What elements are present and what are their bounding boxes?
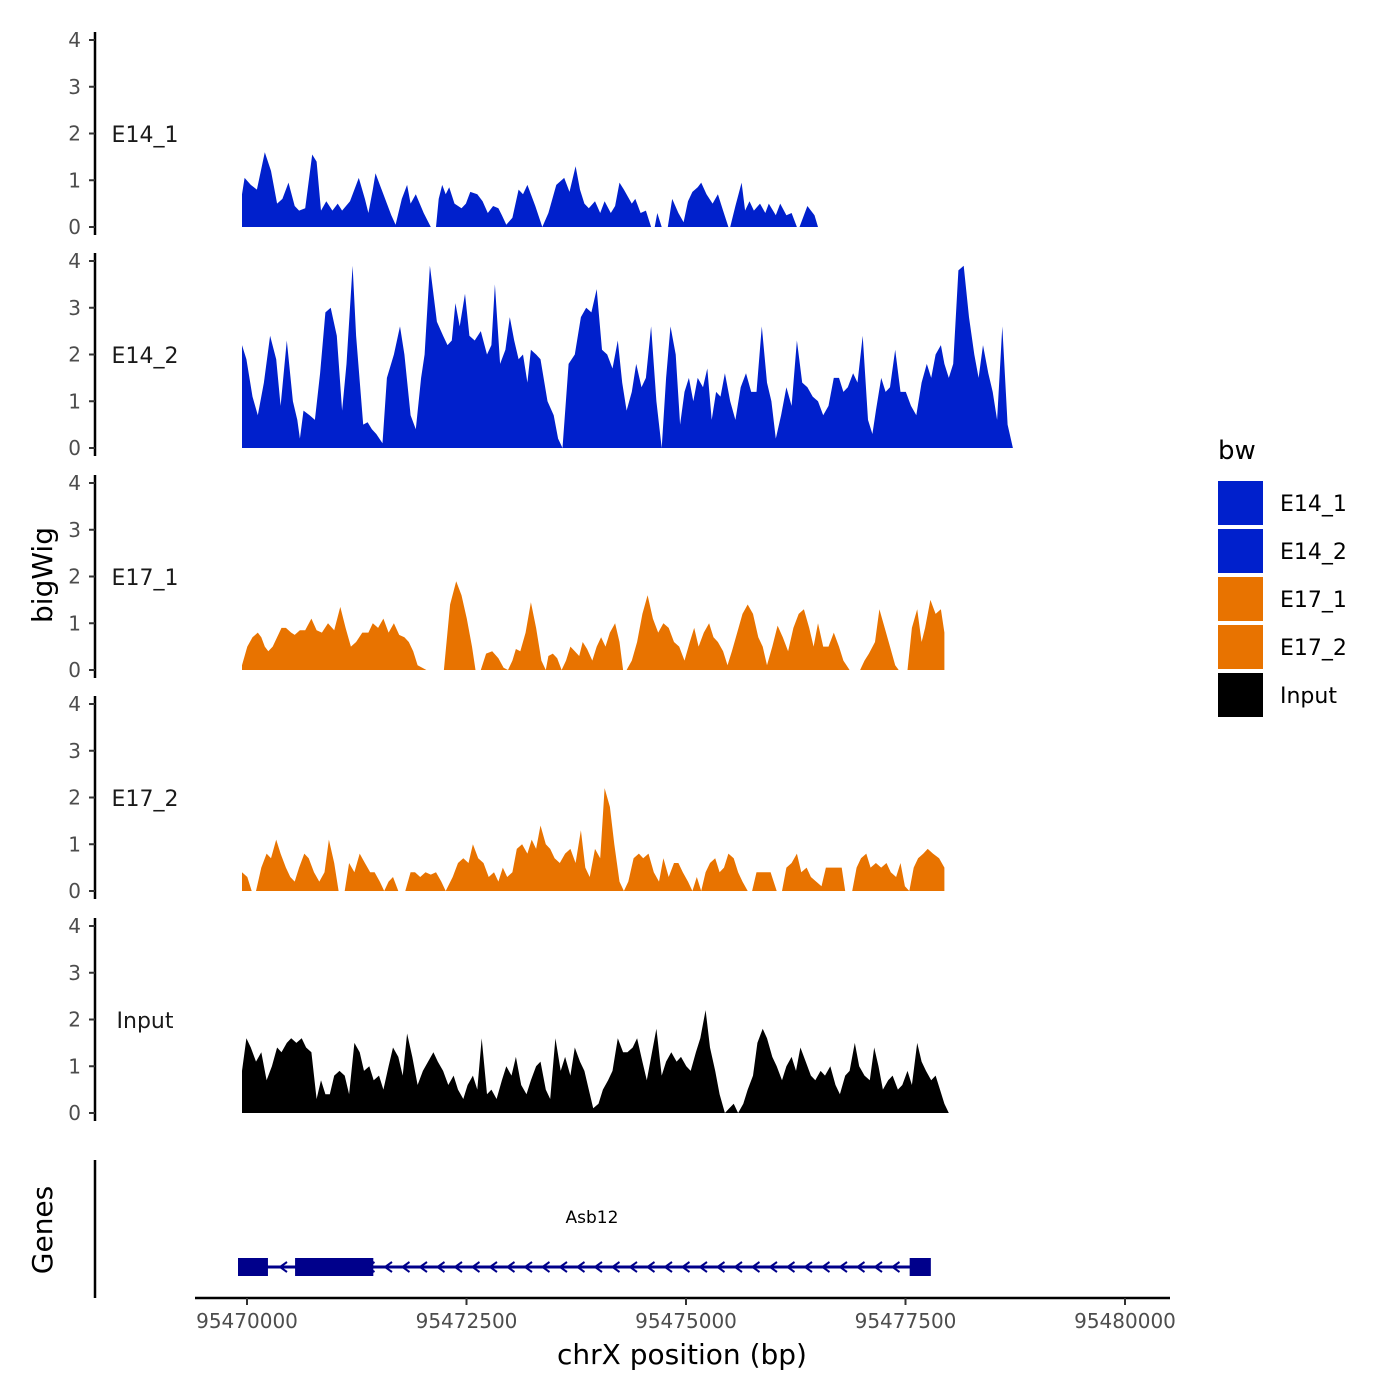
y-tick-label: 1 bbox=[68, 389, 81, 413]
genes-track: Asb12 bbox=[93, 1160, 931, 1298]
strand-arrow bbox=[453, 1261, 463, 1273]
strand-arrow bbox=[680, 1261, 691, 1273]
y-tick-label: 2 bbox=[68, 786, 81, 810]
strand-arrow bbox=[855, 1261, 866, 1273]
y-tick-label: 0 bbox=[68, 436, 81, 460]
strand-arrow bbox=[610, 1261, 621, 1273]
legend-key-e14-2 bbox=[1218, 529, 1263, 573]
strand-arrow bbox=[768, 1261, 778, 1273]
gene-name-label: Asb12 bbox=[566, 1208, 619, 1228]
y-tick-label: 3 bbox=[68, 518, 81, 542]
coverage-area-e14-1 bbox=[242, 152, 824, 227]
strand-arrow bbox=[488, 1261, 498, 1273]
strand-arrow bbox=[663, 1261, 673, 1273]
track-e17-2: 0 1 2 3 4 E17_2 bbox=[68, 692, 945, 903]
y-tick-label: 3 bbox=[68, 739, 81, 763]
track-input: 0 1 2 3 4 Input bbox=[68, 914, 949, 1125]
y-tick-label: 3 bbox=[68, 75, 81, 99]
legend-key-e17-1 bbox=[1218, 577, 1263, 621]
y-tick-label: 0 bbox=[68, 658, 81, 682]
y-tick-label: 1 bbox=[68, 1054, 81, 1078]
strand-arrow bbox=[435, 1261, 446, 1273]
y-tick-label: 2 bbox=[68, 343, 81, 367]
y-tick-label: 1 bbox=[68, 611, 81, 635]
x-axis-title: chrX position (bp) bbox=[557, 1338, 807, 1371]
strand-arrow bbox=[540, 1261, 551, 1273]
x-axis: 95470000 95472500 95475000 95477500 95480000 bbox=[195, 1296, 1176, 1333]
strand-arrow bbox=[890, 1261, 901, 1273]
strand-arrow bbox=[733, 1261, 743, 1273]
track-label: Input bbox=[117, 1009, 174, 1034]
track-e14-1: 0 1 2 3 4 E14_1 bbox=[68, 28, 824, 239]
legend-title: bw bbox=[1218, 436, 1256, 466]
strand-arrow bbox=[838, 1261, 848, 1273]
y-axis-title: bigWig bbox=[26, 527, 59, 623]
strand-arrow bbox=[803, 1261, 813, 1273]
legend-label: E17_1 bbox=[1280, 588, 1347, 613]
x-tick-label: 95475000 bbox=[635, 1309, 737, 1333]
strand-arrow bbox=[820, 1261, 831, 1273]
x-tick-label: 95470000 bbox=[196, 1309, 298, 1333]
coverage-area-e17-2 bbox=[242, 788, 945, 891]
strand-arrow bbox=[628, 1261, 638, 1273]
strand-arrow bbox=[645, 1261, 656, 1273]
strand-arrow bbox=[873, 1261, 883, 1273]
x-tick-label: 95472500 bbox=[416, 1309, 518, 1333]
gene-exon bbox=[909, 1258, 931, 1276]
y-tick-label: 1 bbox=[68, 832, 81, 856]
legend-key-input bbox=[1218, 673, 1263, 717]
strand-arrow bbox=[523, 1261, 533, 1273]
y-tick-label: 4 bbox=[68, 471, 81, 495]
gene-exon bbox=[238, 1258, 268, 1276]
strand-arrow bbox=[715, 1261, 726, 1273]
strand-arrow bbox=[785, 1261, 796, 1273]
y-tick-label: 4 bbox=[68, 28, 81, 52]
y-tick-label: 4 bbox=[68, 249, 81, 273]
strand-arrow bbox=[505, 1261, 516, 1273]
strand-arrow bbox=[575, 1261, 586, 1273]
legend-key-e14-1 bbox=[1218, 481, 1263, 525]
x-tick-label: 95477500 bbox=[855, 1309, 957, 1333]
track-label: E17_2 bbox=[112, 787, 179, 812]
y-tick-label: 2 bbox=[68, 122, 81, 146]
coverage-area-input bbox=[242, 1010, 949, 1113]
strand-arrow bbox=[470, 1261, 481, 1273]
track-label: E14_1 bbox=[112, 123, 179, 148]
legend-label: E14_1 bbox=[1280, 492, 1347, 517]
strand-arrow bbox=[400, 1261, 411, 1273]
strand-arrow bbox=[593, 1261, 603, 1273]
track-label: E17_1 bbox=[112, 566, 179, 591]
x-tick-label: 95480000 bbox=[1074, 1309, 1176, 1333]
y-tick-label: 2 bbox=[68, 1008, 81, 1032]
legend-label: Input bbox=[1280, 684, 1337, 709]
coverage-area-e17-1 bbox=[242, 581, 945, 670]
strand-arrow bbox=[750, 1261, 761, 1273]
strand-arrow bbox=[698, 1261, 708, 1273]
coverage-area-e14-2 bbox=[242, 265, 1013, 448]
legend: bw E14_1 E14_2 E17_1 E17_2 Input bbox=[1218, 436, 1347, 717]
track-e14-2: 0 1 2 3 4 E14_2 bbox=[68, 249, 1013, 460]
strand-arrow bbox=[278, 1261, 288, 1273]
gene-exon bbox=[295, 1258, 374, 1276]
y-tick-label: 1 bbox=[68, 168, 81, 192]
strand-arrow bbox=[383, 1261, 393, 1273]
track-label: E14_2 bbox=[112, 344, 179, 369]
y-tick-label: 3 bbox=[68, 296, 81, 320]
strand-arrow bbox=[418, 1261, 428, 1273]
y-tick-label: 0 bbox=[68, 215, 81, 239]
y-tick-label: 0 bbox=[68, 1101, 81, 1125]
strand-arrow bbox=[558, 1261, 568, 1273]
legend-key-e17-2 bbox=[1218, 625, 1263, 669]
legend-label: E17_2 bbox=[1280, 636, 1347, 661]
y-tick-label: 4 bbox=[68, 692, 81, 716]
y-tick-label: 3 bbox=[68, 961, 81, 985]
y-tick-label: 4 bbox=[68, 914, 81, 938]
legend-label: E14_2 bbox=[1280, 540, 1347, 565]
y-tick-label: 0 bbox=[68, 879, 81, 903]
y-tick-label: 2 bbox=[68, 565, 81, 589]
bigwig-tracks: 0 1 2 3 4 E14_1 0 1 2 3 4 E14_2 0 1 2 3 4 E17_1 0 1 2 3 4 E17_2… bbox=[68, 28, 1013, 1125]
genes-track-title: Genes bbox=[26, 1186, 59, 1274]
track-e17-1: 0 1 2 3 4 E17_1 bbox=[68, 471, 945, 682]
